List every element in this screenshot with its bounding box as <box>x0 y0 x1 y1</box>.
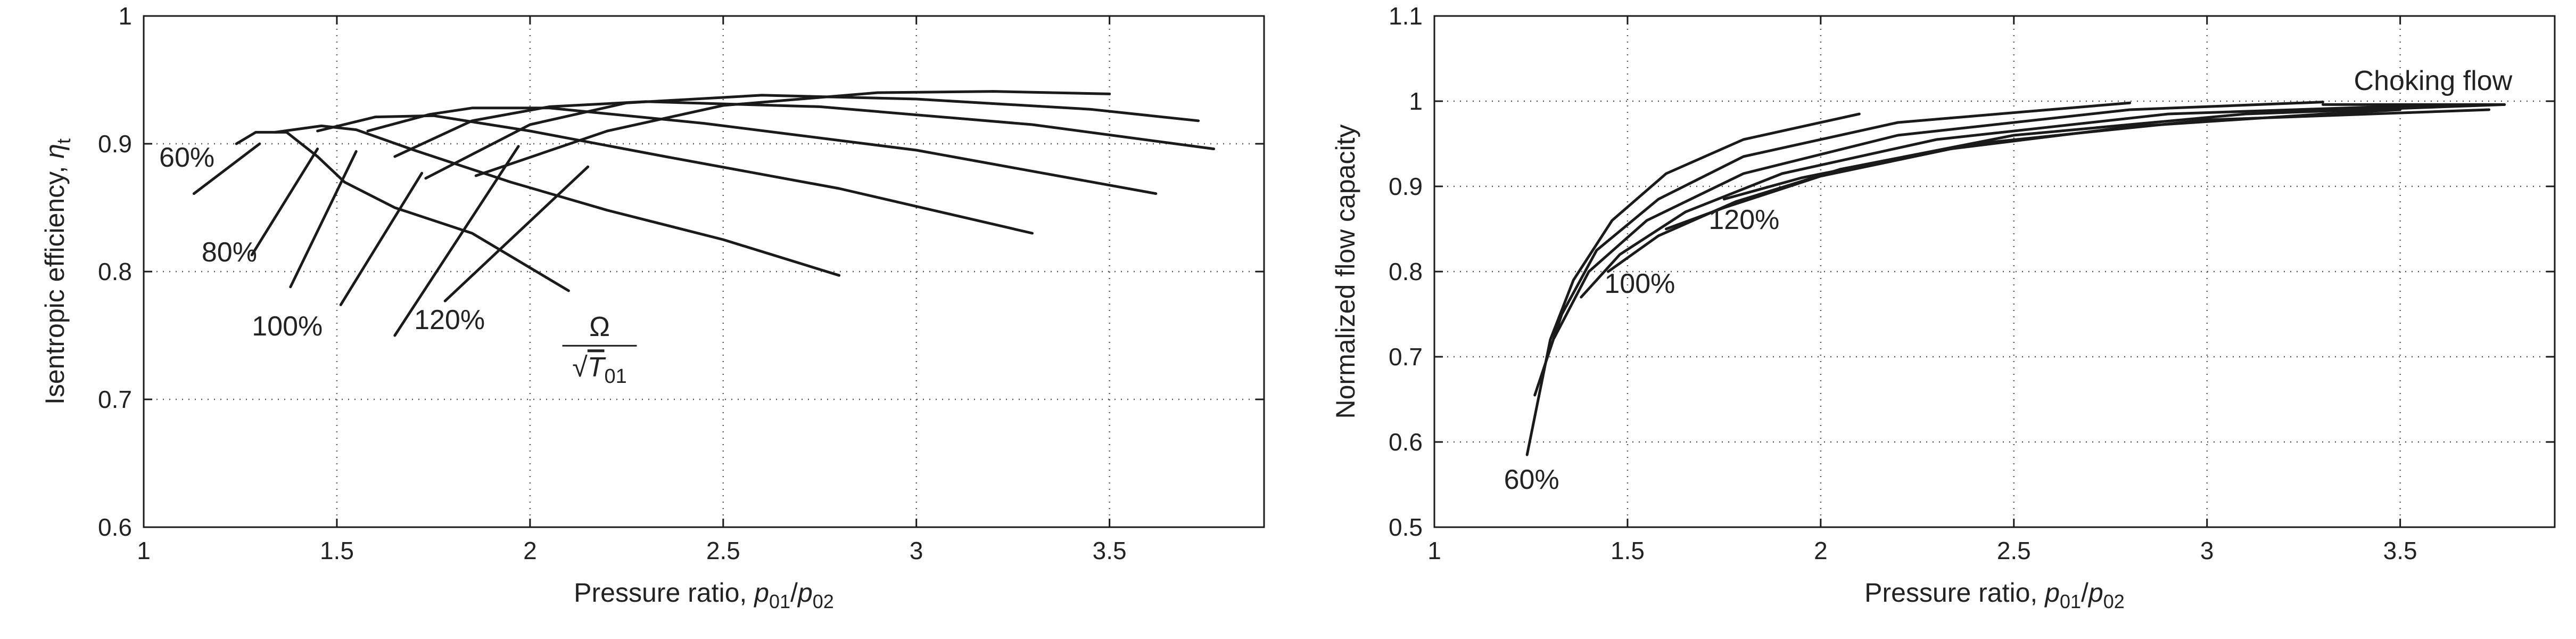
annotation-label: 100% <box>1604 268 1675 299</box>
y-tick-label: 1.1 <box>1389 2 1423 30</box>
x-tick-label: 2.5 <box>706 537 740 564</box>
y-tick-label: 0.6 <box>98 513 132 541</box>
y-tick-label: 0.8 <box>98 258 132 285</box>
x-tick-label: 3 <box>910 537 923 564</box>
series-line <box>1525 112 1861 456</box>
y-tick-label: 1 <box>1409 87 1423 115</box>
x-axis-label: Pressure ratio, p01/p02 <box>1864 578 2125 612</box>
x-tick-label: 1.5 <box>1611 537 1645 564</box>
y-tick-label: 0.6 <box>1389 428 1423 456</box>
y-axis-label: Normalized flow capacity <box>1331 125 1360 419</box>
y-tick-label: 0.8 <box>1389 258 1423 285</box>
speed-line <box>289 150 358 289</box>
x-axis-label: Pressure ratio, p01/p02 <box>574 578 834 612</box>
annotation-label: Choking flow <box>2354 65 2513 96</box>
x-tick-label: 2 <box>523 537 537 564</box>
series-line <box>1533 101 2132 397</box>
series-line <box>1722 108 2402 201</box>
y-axis-label: Isentropic efficiency, ηt <box>40 138 75 405</box>
y-tick-label: 0.9 <box>1389 173 1423 200</box>
fraction-denominator: √T01 <box>572 352 627 388</box>
y-tick-label: 1 <box>118 2 132 30</box>
speed-line <box>192 142 261 195</box>
x-tick-label: 1 <box>137 537 151 564</box>
efficiency-chart: 1 1.5 2 2.5 3 3.5 0.6 0.7 0.8 0.9 1 Pressure ratio,… <box>40 2 1265 612</box>
annotation-label: 120% <box>1708 204 1779 235</box>
series-line <box>366 106 1158 195</box>
x-tick-label: 3 <box>2200 537 2214 564</box>
series-line <box>1665 108 2491 231</box>
annotation-label: 120% <box>414 305 485 335</box>
annotation-label: 80% <box>202 237 257 268</box>
x-tick-label: 1 <box>1427 537 1441 564</box>
x-tick-label: 2 <box>1814 537 1828 564</box>
x-tick-label: 3.5 <box>1093 537 1127 564</box>
y-tick-label: 0.7 <box>98 386 132 413</box>
annotation-label: 60% <box>159 142 214 173</box>
x-tick-label: 1.5 <box>320 537 354 564</box>
speed-line <box>339 171 424 306</box>
fraction-numerator: Ω <box>589 312 610 342</box>
flow-capacity-chart: 1 1.5 2 2.5 3 3.5 0.5 0.6 0.7 0.8 0.9 1 1.1 Pressure … <box>1331 2 2556 612</box>
series-line <box>1553 101 2324 340</box>
speed-line <box>393 145 520 337</box>
annotation-label: 100% <box>252 311 323 342</box>
series-line <box>1580 103 2448 299</box>
series-line <box>474 90 1111 177</box>
y-tick-label: 0.9 <box>98 130 132 158</box>
x-tick-label: 3.5 <box>2383 537 2417 564</box>
x-tick-label: 2.5 <box>1997 537 2031 564</box>
series-line <box>235 130 570 292</box>
series-line <box>274 124 841 277</box>
series-line <box>424 94 1200 180</box>
speed-line <box>250 148 319 257</box>
speed-line <box>443 165 590 302</box>
annotation-label: 60% <box>1504 464 1559 495</box>
y-tick-label: 0.5 <box>1389 513 1423 541</box>
series-line <box>316 114 1034 235</box>
y-tick-label: 0.7 <box>1389 343 1423 371</box>
